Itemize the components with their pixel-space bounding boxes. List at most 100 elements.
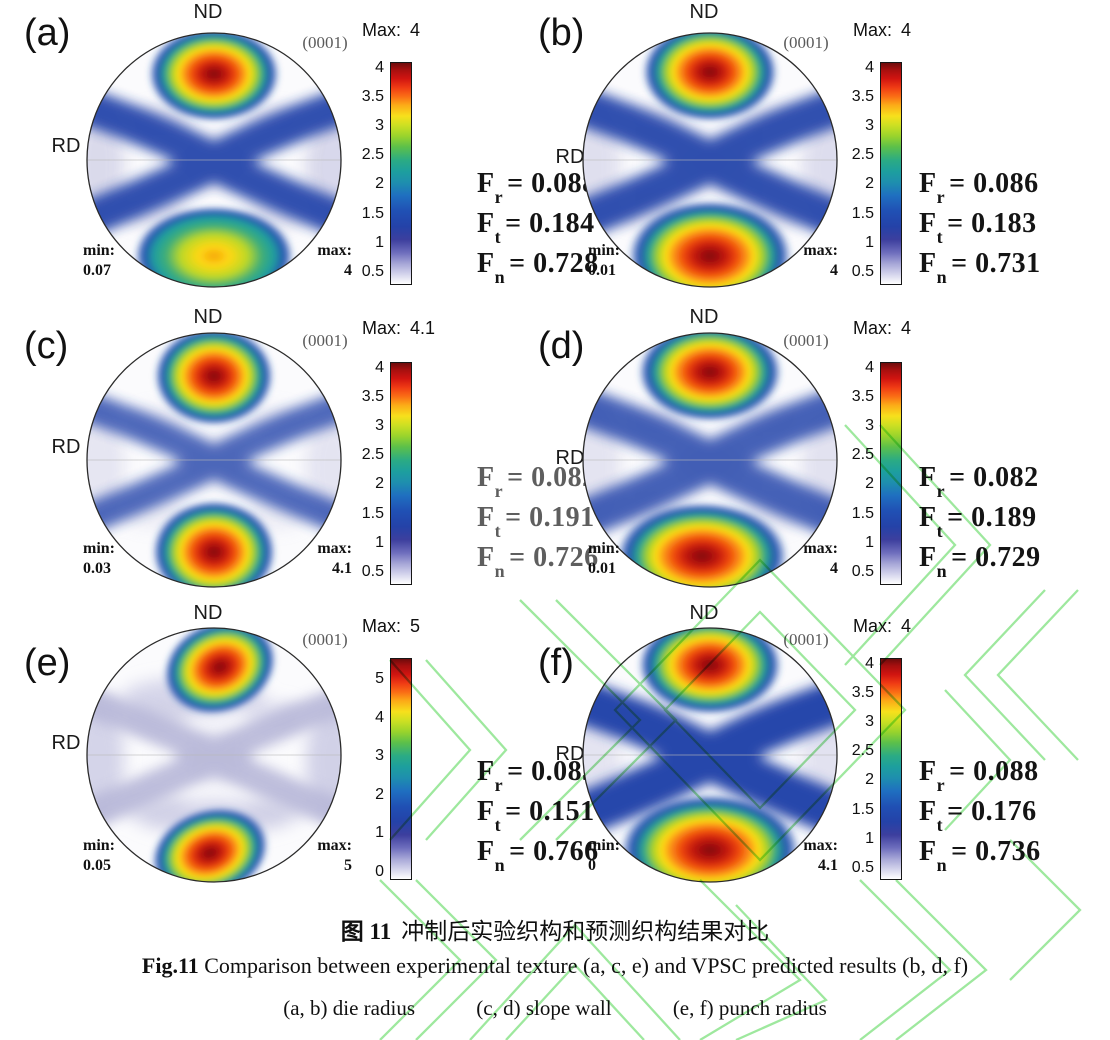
f-symbol: F [919,542,937,573]
f-value-t: Ft = 0.191 [477,502,595,541]
f-value-number: = 0.736 [951,836,1041,867]
colorbar-tick-label: 3.5 [851,388,874,406]
colorbar-max-value: 4 [901,318,912,338]
colorbar-tick-label: 1 [865,533,874,551]
colorbar-tick-label: 3 [375,747,384,765]
colorbar-tick-label: 2 [865,175,874,193]
colorbar-tick-label: 3 [375,117,384,135]
f-subscript: t [936,226,944,247]
min-annotation: min: 0.03 [83,539,115,579]
colorbar-b [880,62,902,285]
max-label: max: [803,242,838,259]
colorbar-tick-label: 3.5 [851,684,874,702]
caption-chinese-number: 图 11 [340,919,392,944]
max-annotation: max: 4 [754,539,838,579]
f-value-number: = 0.082 [507,462,597,493]
f-symbol: F [477,796,495,827]
f-value-number: = 0.183 [947,208,1037,239]
min-label: min: [83,242,115,259]
min-annotation: min: 0 [588,836,620,876]
f-symbol: F [919,796,937,827]
f-value-number: = 0.176 [947,796,1037,827]
colorbar-tick-label: 2.5 [851,446,874,464]
pole-figure-c [86,332,342,588]
colorbar-tick-label: 2 [375,785,384,803]
f-symbol: F [477,756,495,787]
colorbar-a [390,62,412,285]
max-label: max: [317,242,352,259]
f-subscript: r [494,186,504,207]
colorbar-tick-label: 3 [865,417,874,435]
colorbar-tick-label: 1.5 [851,800,874,818]
f-value-t: Ft = 0.176 [919,796,1037,835]
min-value: 0.01 [588,560,616,577]
max-label: max: [317,540,352,557]
nd-axis-label: ND [193,602,223,624]
f-subscript: n [494,854,506,875]
max-value: 5 [344,857,352,874]
f-value-number: = 0.191 [505,502,595,533]
colorbar-max-title: Max: 4 [853,20,911,41]
colorbar-max-label: Max: [853,20,893,40]
f-subscript: t [936,520,944,541]
max-value: 4.1 [332,560,352,577]
colorbar-max-label: Max: [853,616,893,636]
min-value: 0.03 [83,560,111,577]
max-annotation: max: 4 [268,241,352,281]
colorbar-tick-label: 0 [375,863,384,880]
f-value-n: Fn = 0.736 [919,836,1041,875]
f-subscript: t [494,814,502,835]
max-label: max: [803,837,838,854]
caption-subitem-cd: (c, d) slope wall [476,996,612,1020]
colorbar-tick-label: 0.5 [851,562,874,580]
colorbar-max-label: Max: [362,318,402,338]
colorbar-tick-label: 2 [375,175,384,193]
colorbar-tick-label: 2.5 [361,146,384,164]
colorbar-tick-label: 3.5 [361,88,384,106]
f-subscript: r [494,774,504,795]
panel-letter-b: (b) [538,12,585,54]
max-annotation: max: 4 [754,241,838,281]
colorbar-max-value: 4 [901,616,912,636]
rd-axis-label: RD [51,732,81,754]
min-label: min: [83,837,115,854]
pole-figure-holder-c [69,315,359,605]
rd-axis-label: RD [51,135,81,157]
min-annotation: min: 0.05 [83,836,115,876]
max-annotation: max: 4.1 [754,836,838,876]
colorbar-max-label: Max: [362,20,402,40]
f-symbol: F [477,542,495,573]
f-value-number: = 0.189 [947,502,1037,533]
f-value-number: = 0.184 [505,208,595,239]
f-value-n: Fn = 0.729 [919,542,1041,581]
colorbar-d [880,362,902,585]
f-symbol: F [477,502,495,533]
nd-axis-label: ND [193,306,223,328]
colorbar-tick-label: 2 [375,475,384,493]
colorbar-max-title: Max: 4 [853,318,911,339]
f-subscript: n [936,854,948,875]
pole-figure-d [582,332,838,588]
caption-subitem-ab: (a, b) die radius [283,996,416,1020]
colorbar-tick-label: 4 [375,359,384,376]
colorbar-max-title: Max: 4.1 [362,318,435,339]
rd-axis-label: RD [51,436,81,458]
colorbar-tick-label: 0.5 [361,262,384,280]
f-subscript: t [494,520,502,541]
colorbar-tick-label: 2.5 [851,742,874,760]
nd-axis-label: ND [193,1,223,23]
f-symbol: F [477,168,495,199]
rd-axis-label: RD [555,447,585,469]
f-value-number: = 0.731 [951,248,1041,279]
max-label: max: [317,837,352,854]
caption-english-number: Fig.11 [141,953,199,978]
max-annotation: max: 4.1 [268,539,352,579]
pole-figure-holder-a [69,15,359,305]
colorbar-tick-label: 3.5 [851,88,874,106]
panel-letter-c: (c) [24,325,69,367]
f-value-number: = 0.082 [949,462,1039,493]
f-symbol: F [919,168,937,199]
colorbar-max-value: 4 [410,20,421,40]
plane-index-label: (0001) [783,331,829,350]
min-label: min: [588,540,620,557]
